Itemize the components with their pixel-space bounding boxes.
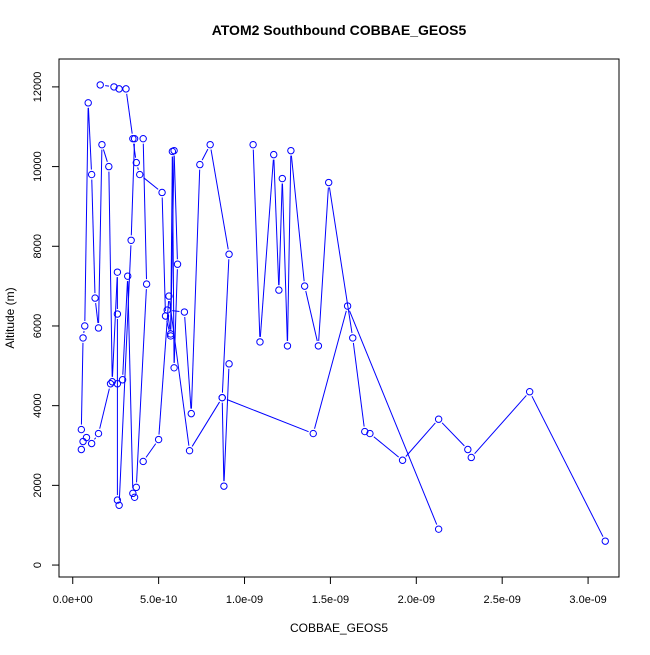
y-tick-label: 8000 [32, 234, 44, 258]
x-axis-label: COBBAE_GEOS5 [290, 621, 388, 635]
y-tick-label: 12000 [32, 72, 44, 103]
series-segment [105, 86, 109, 87]
series-segment [138, 167, 139, 169]
chart-title: ATOM2 Southbound COBBAE_GEOS5 [212, 22, 467, 38]
x-tick-label: 2.5e-09 [484, 594, 521, 606]
y-tick-label: 4000 [32, 393, 44, 417]
x-tick-label: 1.5e-09 [312, 594, 349, 606]
x-tick-label: 5.0e-10 [140, 594, 177, 606]
y-tick-label: 10000 [32, 151, 44, 182]
y-tick-label: 0 [32, 562, 44, 568]
x-tick-label: 2.0e-09 [398, 594, 435, 606]
y-axis-label: Altitude (m) [3, 287, 17, 348]
x-tick-label: 0.0e+00 [53, 594, 93, 606]
y-tick-label: 6000 [32, 314, 44, 338]
y-tick-label: 2000 [32, 473, 44, 497]
x-tick-label: 3.0e-09 [569, 594, 606, 606]
x-tick-label: 1.0e-09 [226, 594, 263, 606]
